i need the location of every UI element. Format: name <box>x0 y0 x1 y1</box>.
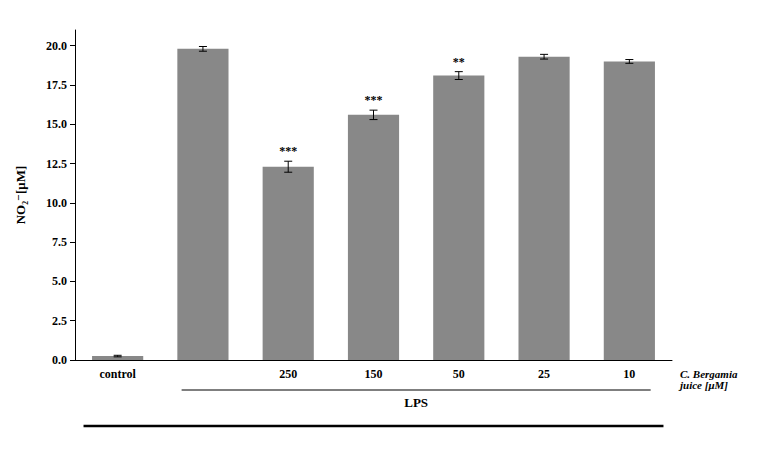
svg-text:***: *** <box>365 93 383 107</box>
svg-text:LPS: LPS <box>404 395 428 410</box>
svg-text:250: 250 <box>279 367 297 381</box>
svg-text:10.0: 10.0 <box>46 196 67 210</box>
svg-text:2.5: 2.5 <box>52 314 67 328</box>
svg-text:25: 25 <box>538 367 550 381</box>
svg-text:NO₂⁻[μM]: NO₂⁻[μM] <box>13 166 28 225</box>
svg-text:17.5: 17.5 <box>46 78 67 92</box>
svg-text:***: *** <box>279 144 297 158</box>
svg-text:**: ** <box>453 55 465 69</box>
svg-text:12.5: 12.5 <box>46 157 67 171</box>
svg-text:10: 10 <box>623 367 635 381</box>
svg-text:50: 50 <box>453 367 465 381</box>
svg-text:150: 150 <box>365 367 383 381</box>
svg-text:0.0: 0.0 <box>52 353 67 367</box>
svg-text:5.0: 5.0 <box>52 274 67 288</box>
svg-text:C. Bergamia: C. Bergamia <box>680 367 738 380</box>
svg-text:15.0: 15.0 <box>46 117 67 131</box>
svg-text:control: control <box>99 367 136 381</box>
svg-text:juice [μM]: juice [μM] <box>678 379 728 391</box>
svg-text:20.0: 20.0 <box>46 39 67 53</box>
svg-text:7.5: 7.5 <box>52 235 67 249</box>
